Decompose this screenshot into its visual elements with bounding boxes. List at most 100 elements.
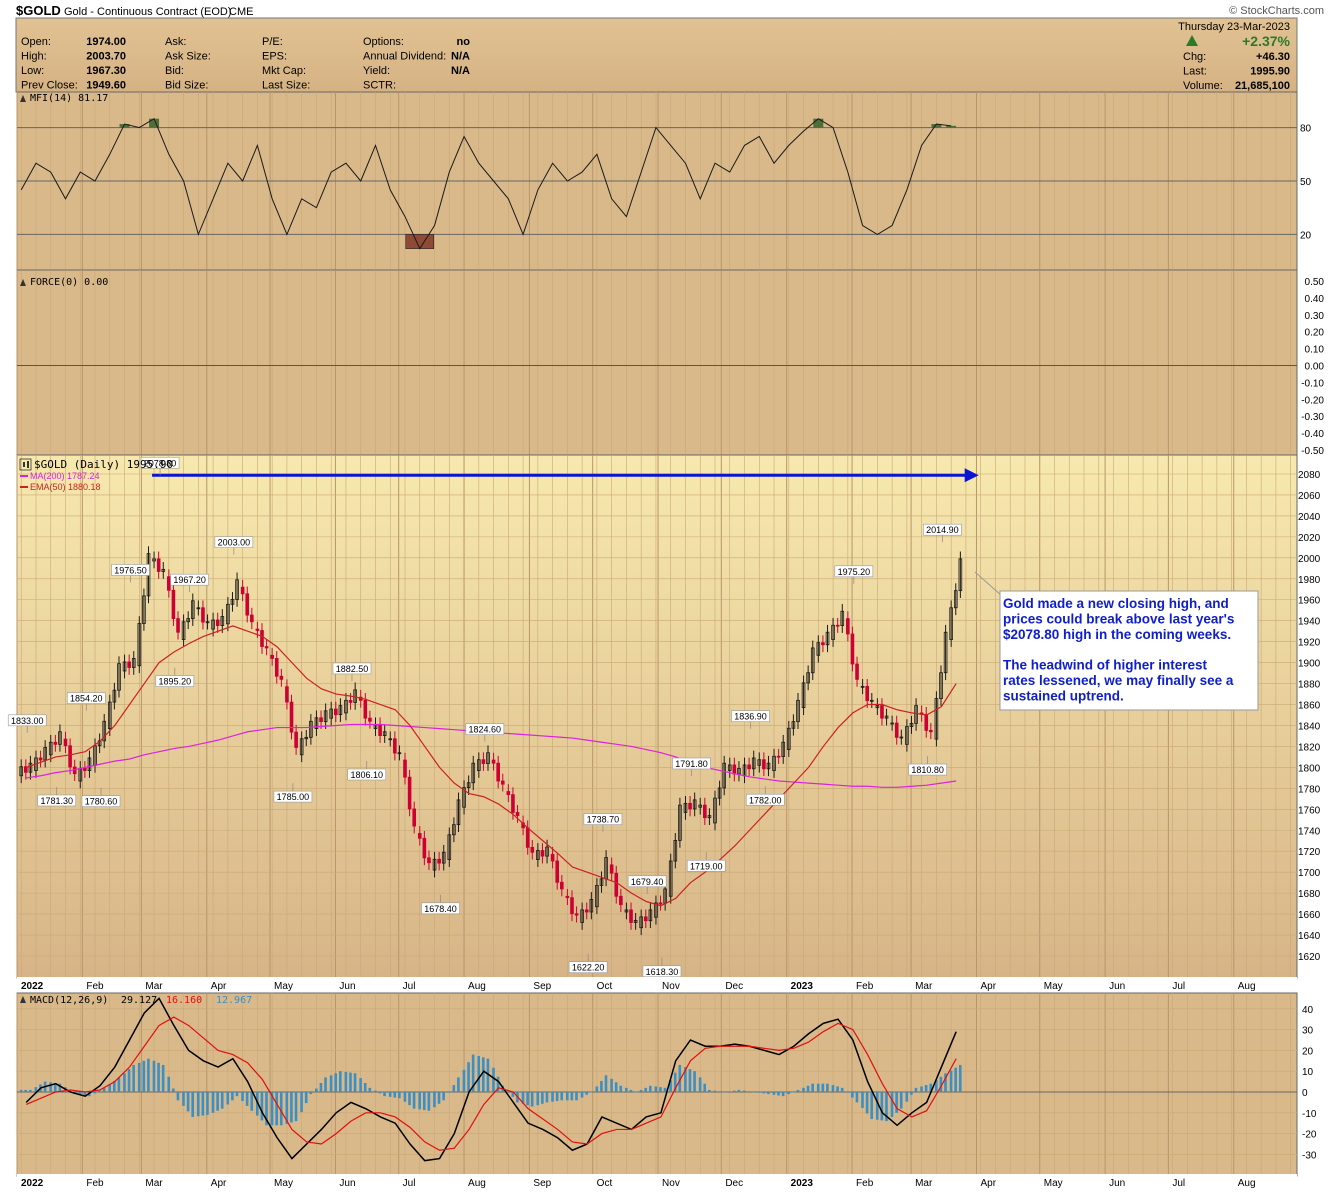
candle-body	[363, 699, 368, 719]
histogram-bar	[176, 1092, 180, 1101]
ma200-legend-label: MA(200) 1787.24	[30, 471, 100, 481]
candle-body	[422, 837, 427, 859]
annotation-box	[37, 794, 77, 807]
candle-body	[196, 607, 201, 610]
candle-body	[707, 815, 712, 819]
histogram-bar	[442, 1092, 445, 1101]
candle-body	[211, 619, 215, 630]
histogram-bar	[220, 1092, 224, 1109]
candle-body	[511, 794, 515, 813]
candle-body	[791, 721, 796, 729]
mfi-panel: 20 50 80 MFI(14) 81.17	[16, 91, 1312, 271]
y-tick-label: -0.40	[1301, 429, 1324, 440]
x-tick-label: Mar	[915, 1178, 933, 1189]
candle-body	[722, 762, 726, 789]
histogram-bar	[708, 1089, 711, 1092]
annotation-box	[627, 875, 667, 888]
y-tick-label: 20	[1302, 1046, 1314, 1057]
candle-body	[471, 762, 476, 784]
candle-body	[407, 776, 412, 810]
candle-body	[496, 762, 500, 782]
candle-body	[570, 897, 574, 915]
candle-body	[447, 834, 452, 861]
candle-body	[122, 661, 127, 672]
histogram-bar	[486, 1058, 490, 1092]
candle-body	[762, 759, 766, 770]
histogram-bar	[378, 1092, 382, 1094]
y-tick-label: 2040	[1298, 512, 1321, 523]
quote-value: +46.30	[1256, 51, 1290, 63]
histogram-bar	[315, 1088, 318, 1092]
x-tick-label: 2022	[21, 981, 44, 992]
x-tick-label: Jun	[1109, 981, 1125, 992]
candle-body	[939, 672, 943, 699]
histogram-bar	[255, 1092, 259, 1116]
candle-body	[810, 647, 815, 674]
chart-icon	[20, 95, 26, 102]
change-percent: +2.37%	[1242, 33, 1290, 49]
y-tick-label: 2020	[1298, 533, 1321, 544]
candle-body	[437, 858, 441, 864]
histogram-bar	[944, 1073, 947, 1092]
histogram-bar	[575, 1092, 578, 1101]
histogram-bar	[457, 1077, 460, 1092]
x-tick-label: Dec	[725, 981, 743, 992]
annotation-label: 1836.90	[734, 712, 767, 722]
annotation-box	[686, 859, 726, 872]
histogram-bar	[924, 1085, 928, 1092]
candle-body	[393, 738, 397, 754]
candle-body	[934, 698, 939, 740]
y-tick-label: 40	[1302, 1005, 1314, 1016]
histogram-bar	[172, 1088, 175, 1092]
candle-body	[565, 895, 570, 899]
candle-body	[506, 791, 511, 796]
histogram-bar	[954, 1067, 957, 1092]
histogram-bar	[422, 1092, 426, 1111]
histogram-bar	[319, 1082, 323, 1092]
candle-body	[614, 872, 619, 897]
histogram-bar	[383, 1092, 386, 1097]
histogram-bar	[703, 1083, 707, 1092]
y-tick-label: -0.50	[1301, 446, 1324, 457]
histogram-bar	[958, 1064, 962, 1092]
histogram-bar	[231, 1092, 234, 1101]
histogram-bar	[275, 1092, 278, 1126]
y-tick-label: 30	[1302, 1026, 1314, 1037]
candle-body	[117, 663, 121, 691]
candle-body	[264, 646, 269, 649]
annotation-box	[214, 536, 254, 548]
histogram-bar	[482, 1057, 485, 1092]
ema50-line	[26, 625, 957, 907]
histogram-bar	[241, 1092, 244, 1102]
histogram-bar	[722, 1092, 726, 1093]
quote-value: 1974.00	[86, 36, 126, 48]
histogram-bar	[53, 1082, 57, 1092]
y-tick-label: 1780	[1298, 784, 1321, 795]
candle-body	[226, 603, 230, 625]
macd-x-axis: 2022 Feb Mar Apr May Jun Jul Aug Sep Oct Nov Dec 202…	[17, 1174, 1297, 1189]
histogram-bar	[555, 1092, 559, 1102]
histogram-bar	[196, 1092, 200, 1117]
candle-body	[260, 630, 264, 647]
histogram-bar	[211, 1092, 215, 1113]
candle-body	[230, 598, 235, 605]
candle-body	[28, 762, 33, 773]
price-panel: 1620 1640 1660 1680 1700 1720 1740 1760 1780 1800…	[7, 454, 1321, 979]
candle-body	[890, 722, 894, 725]
annotation-label: 2014.90	[926, 525, 959, 535]
annotation-label: 2078.80	[144, 458, 177, 468]
histogram-bar	[324, 1077, 327, 1092]
x-tick-label: Mar	[145, 1178, 163, 1189]
histogram-bar	[673, 1072, 677, 1092]
x-tick-label: Jun	[339, 1178, 355, 1189]
y-tick-label: 1680	[1298, 889, 1321, 900]
histogram-bar	[408, 1092, 411, 1106]
y-tick-label: -0.10	[1301, 378, 1324, 389]
note-box	[999, 590, 1259, 711]
x-tick-label: May	[274, 1178, 293, 1189]
candle-body	[285, 686, 289, 703]
x-tick-label: 2023	[791, 981, 814, 992]
histogram-bar	[418, 1092, 421, 1110]
annotation-box	[421, 902, 460, 915]
